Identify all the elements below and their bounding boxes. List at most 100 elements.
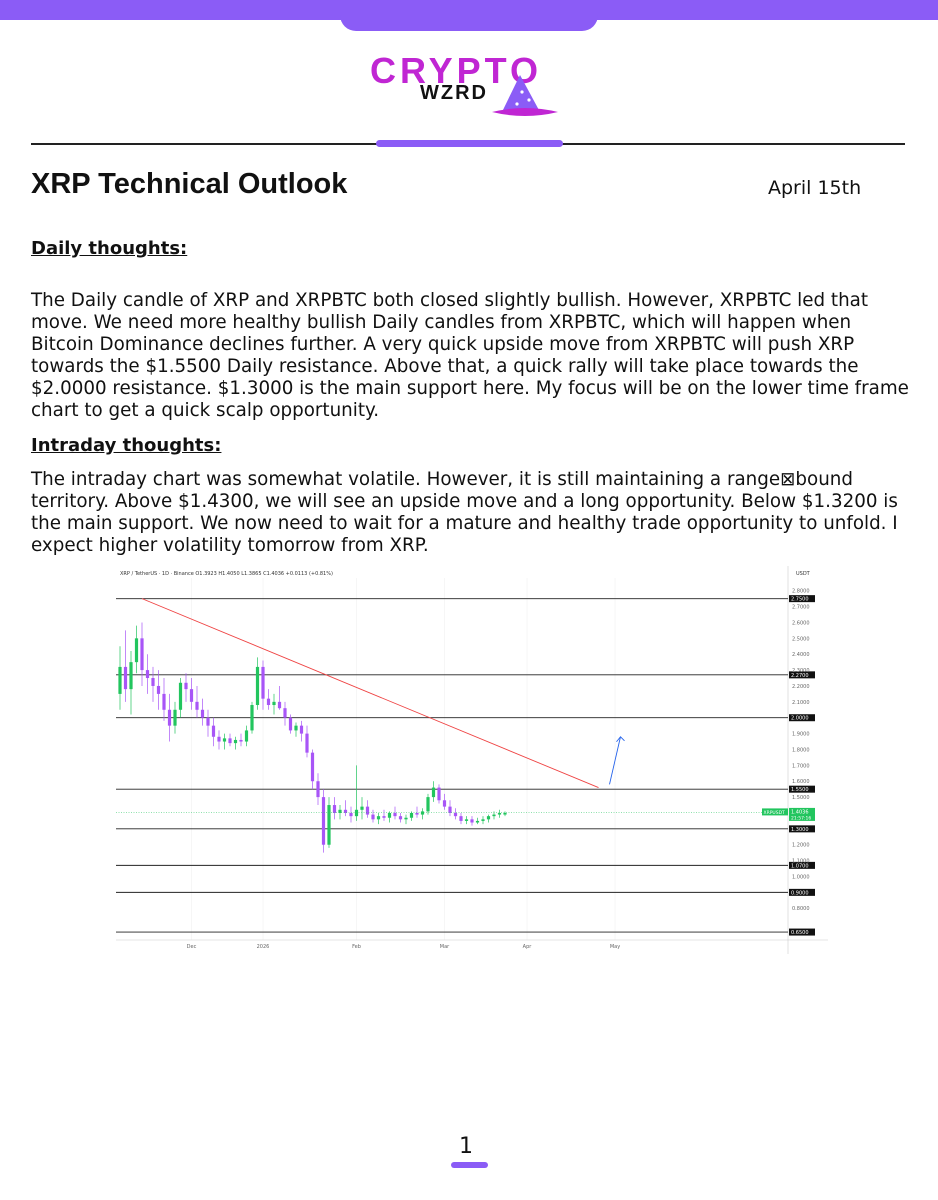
candle-body: [189, 689, 194, 702]
candle-body: [173, 709, 177, 726]
candle: [393, 806, 397, 820]
x-tick-label: Mar: [440, 944, 450, 950]
candle: [503, 811, 507, 817]
candle: [404, 814, 408, 825]
candle-body: [217, 736, 221, 742]
candle: [261, 660, 265, 710]
candle-body: [310, 752, 315, 782]
y-tick-label: 1.0000: [792, 874, 810, 880]
level-price-tag: [789, 888, 815, 896]
level-price-label: 2.7500: [791, 597, 809, 603]
page-number: 1: [459, 1134, 473, 1159]
candle-body: [156, 685, 161, 694]
candle: [244, 725, 249, 747]
candle: [349, 806, 353, 823]
level-price-label: 2.2700: [791, 673, 809, 679]
x-tick-label: Dec: [187, 944, 197, 950]
candle: [316, 773, 320, 806]
intraday-thoughts-text: The intraday chart was somewhat volatile…: [31, 469, 898, 556]
candle-body: [464, 819, 469, 821]
candle-body: [239, 739, 243, 742]
y-tick-label: 1.8000: [792, 747, 810, 753]
y-tick-label: 1.6000: [792, 779, 810, 785]
candle-body: [228, 738, 232, 744]
level-price-label: 0.6500: [791, 930, 809, 936]
xrp-price-chart: 2.7500 2.2700 2.0000 1.5500 1.3000 1.0700 0.90…: [116, 566, 828, 954]
candle: [151, 666, 155, 702]
candle: [299, 720, 304, 742]
candle: [481, 816, 485, 825]
header-divider-accent: [376, 140, 563, 147]
candle-timer-label: 21:57:16: [791, 815, 811, 821]
candle-body: [123, 666, 128, 690]
x-tick-label: Feb: [352, 944, 361, 950]
top-header-tab: [340, 0, 598, 31]
candle-body: [283, 708, 287, 718]
intraday-thoughts-heading: Intraday thoughts:: [31, 435, 222, 456]
candle: [217, 730, 221, 750]
candle-body: [277, 701, 282, 709]
candle: [475, 817, 480, 825]
candle: [123, 630, 128, 702]
level-price-label: 1.0700: [791, 863, 809, 869]
trendline: [141, 598, 599, 788]
candle-body: [305, 733, 309, 753]
candle-body: [387, 812, 392, 818]
chart-header: XRP / TetherUS · 1D · Binance O1.3923 H1…: [120, 571, 333, 577]
candle-body: [200, 709, 205, 718]
candle: [140, 622, 144, 686]
candle-body: [140, 638, 144, 671]
candle: [211, 717, 216, 747]
candle-body: [266, 698, 271, 706]
candle: [266, 689, 271, 710]
x-tick-label: May: [610, 944, 620, 950]
candle-body: [195, 701, 199, 710]
y-tick-label: 1.9000: [792, 732, 810, 738]
candle-body: [426, 797, 430, 812]
daily-thoughts-heading: Daily thoughts:: [31, 238, 188, 259]
candle-body: [448, 806, 452, 813]
candle: [184, 673, 188, 702]
candle: [409, 811, 414, 821]
x-tick-label: Apr: [523, 944, 533, 950]
projection-arrow-head: [616, 736, 625, 743]
candle: [497, 809, 502, 818]
candle-body: [327, 805, 331, 845]
level-price-tag: [789, 595, 815, 603]
candle-body: [118, 666, 122, 694]
candle-body: [393, 812, 397, 817]
candle-body: [129, 662, 133, 690]
candle-body: [288, 717, 293, 731]
y-tick-label: 2.1000: [792, 700, 810, 706]
candle-body: [360, 806, 364, 810]
candle: [250, 701, 254, 734]
candle: [420, 808, 425, 820]
candle: [134, 625, 139, 674]
candle-body: [492, 814, 496, 817]
candle: [448, 800, 452, 817]
candle-body: [420, 811, 425, 815]
level-price-label: 1.3000: [791, 827, 809, 833]
candle: [327, 797, 331, 848]
candle: [288, 714, 293, 734]
projection-arrow-line: [609, 736, 621, 785]
candle-body: [376, 816, 381, 820]
candle-body: [481, 819, 485, 821]
y-tick-label: 1.1000: [792, 859, 810, 865]
wizard-hat-icon: [492, 75, 558, 116]
candle-body: [162, 693, 166, 710]
candle-body: [459, 816, 463, 821]
level-price-tag: [789, 825, 815, 833]
candle-body: [145, 670, 150, 679]
candle: [178, 678, 183, 718]
level-price-tag: [789, 928, 815, 936]
candle: [228, 733, 232, 747]
candle-body: [332, 805, 337, 813]
candle: [255, 657, 260, 710]
candle: [360, 797, 364, 820]
candle: [167, 693, 172, 742]
candle: [371, 809, 375, 823]
candle: [343, 800, 348, 817]
level-price-label: 2.0000: [791, 716, 809, 722]
candle-body: [167, 709, 172, 726]
